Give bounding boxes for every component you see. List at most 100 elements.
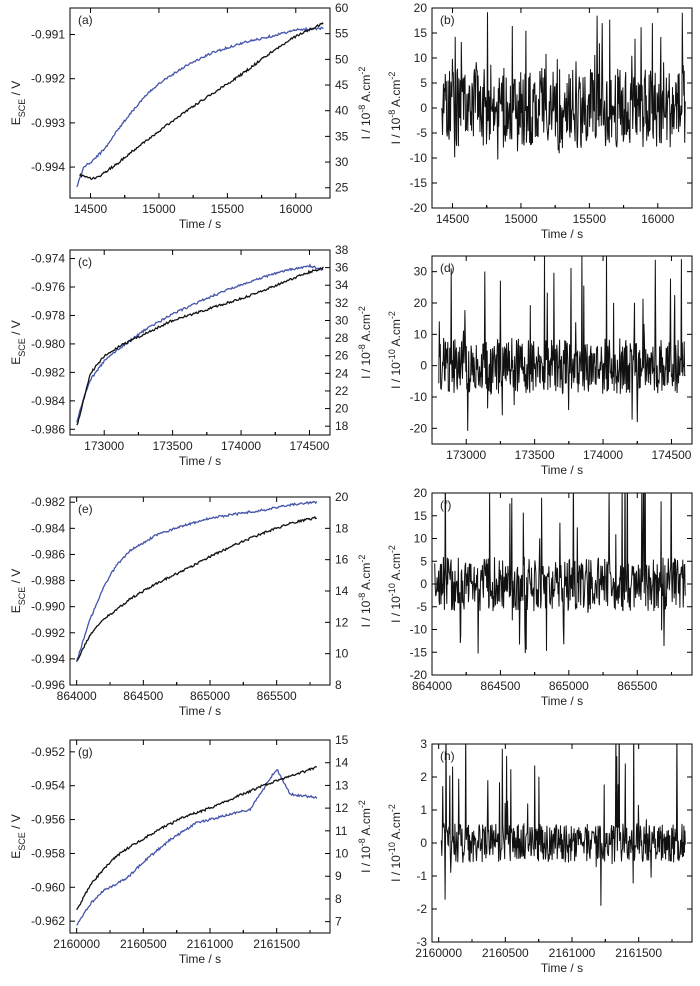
series-line-e-sce [76, 500, 318, 663]
y-tick-label-left: -0.993 [31, 116, 65, 130]
x-tick-label: 15500 [573, 212, 607, 226]
plot-frame [69, 739, 331, 934]
y-axis-title-right: I / 10-8 A.cm-2 [357, 306, 373, 379]
y-tick-label-right: 30 [335, 313, 349, 327]
panel-h: 2160000 2160500 2161000 2161500 -3 -2 -1 0 1 2 3 Ti… [387, 737, 693, 975]
x-tick-label: 2160500 [482, 946, 529, 960]
y-tick-label-left: 0 [420, 577, 427, 591]
y-tick-label-left: 1 [420, 803, 427, 817]
x-axis-title: Time / s [541, 463, 583, 477]
y-axis-title-left: I / 10-10 A.cm-2 [387, 311, 403, 389]
panel-label: (h) [440, 749, 455, 763]
y-tick-label-right: 12 [335, 615, 349, 629]
panel-e: 864000 864500 865000 865500 -0.996 -0.994 -0.9… [9, 490, 373, 718]
x-tick-label: 2161000 [549, 946, 596, 960]
y-tick-label-left: -0.992 [31, 72, 65, 86]
y-tick-label-right: 24 [335, 366, 349, 380]
x-tick-label: 864500 [480, 679, 520, 693]
panel-label: (d) [440, 261, 455, 275]
y-tick-label-right: 14 [335, 756, 349, 770]
y-tick-label-left: 0 [420, 359, 427, 373]
y-tick-label-left: -10 [410, 390, 428, 404]
y-tick-label-right: 25 [335, 181, 349, 195]
plot-area [76, 765, 318, 926]
y-tick-label-left: 0 [420, 101, 427, 115]
plot-area [438, 256, 686, 431]
y-tick-label-left: -5 [416, 126, 427, 140]
y-tick-label-left: -0.960 [31, 880, 65, 894]
y-tick-label-left: 10 [414, 51, 428, 65]
y-tick-label-left: -0.976 [31, 280, 65, 294]
x-tick-label: 865500 [617, 679, 657, 693]
x-axis-title: Time / s [179, 454, 221, 468]
y-tick-label-left: 5 [420, 76, 427, 90]
plot-area [76, 263, 324, 426]
x-axis-title: Time / s [541, 694, 583, 708]
x-tick-label: 2161000 [187, 937, 234, 951]
series-line-i [76, 765, 318, 911]
y-tick-label-left: -0.982 [31, 495, 65, 509]
panel-f: 864000 864500 865000 865500 -20 -15 -10 -5 0 5 10 1… [387, 486, 693, 708]
y-tick-label-left: -20 [410, 201, 428, 215]
plot-frame [69, 496, 331, 686]
y-axis-title-right: I / 10-8 A.cm-2 [357, 555, 373, 628]
y-tick-label-right: 20 [335, 490, 349, 504]
panel-b: 14500 15000 15500 16000 -20 -15 -10 -5 0 5 10 15 20 T… [387, 1, 693, 241]
x-tick-label: 173000 [84, 439, 124, 453]
y-tick-label-left: 30 [414, 265, 428, 279]
x-axis-title: Time / s [541, 227, 583, 241]
y-tick-label-left: -3 [416, 935, 427, 949]
plot-frame [69, 7, 331, 199]
series-line-e-sce [76, 26, 324, 188]
y-tick-label-right: 40 [335, 104, 349, 118]
x-tick-label: 2160500 [120, 937, 167, 951]
y-tick-label-left: -20 [410, 421, 428, 435]
x-tick-label: 174000 [583, 448, 623, 462]
x-axis-title: Time / s [179, 217, 221, 231]
x-tick-label: 2160000 [415, 946, 462, 960]
y-tick-label-left: 3 [420, 737, 427, 751]
y-tick-label-left: -0.986 [31, 422, 65, 436]
series-line-i-noise [434, 493, 686, 654]
y-tick-label-left: -0.992 [31, 626, 65, 640]
y-tick-label-right: 28 [335, 331, 349, 345]
series-line-e-sce [76, 263, 324, 423]
y-tick-label-right: 14 [335, 584, 349, 598]
y-tick-label-left: 5 [420, 554, 427, 568]
series-line-i-noise [441, 12, 686, 160]
y-tick-label-left: 2 [420, 770, 427, 784]
y-axis-title-left: ESCE / V [9, 81, 27, 126]
y-tick-label-right: 20 [335, 402, 349, 416]
y-tick-label-left: 0 [420, 836, 427, 850]
y-tick-label-left: 10 [414, 532, 428, 546]
y-tick-label-right: 10 [335, 847, 349, 861]
panel-label: (a) [78, 13, 93, 27]
y-tick-label-left: -0.994 [31, 652, 65, 666]
y-tick-label-left: 15 [414, 26, 428, 40]
y-tick-label-left: -20 [410, 668, 428, 682]
y-tick-label-right: 16 [335, 553, 349, 567]
y-tick-label-left: -0.984 [31, 521, 65, 535]
y-axis-title-right: I / 10-8 A.cm-2 [357, 800, 373, 873]
x-tick-label: 174000 [221, 439, 261, 453]
y-tick-label-left: -0.984 [31, 394, 65, 408]
x-tick-label: 864500 [123, 689, 163, 703]
panel-g: 2160000 2160500 2161000 2161500 -0.962 -0.960… [9, 733, 373, 966]
y-tick-label-right: 45 [335, 78, 349, 92]
panel-c: 173000 173500 174000 174500 -0.986 -0.984 -0.9… [9, 243, 373, 468]
y-tick-label-right: 12 [335, 801, 349, 815]
y-tick-label-right: 11 [335, 824, 348, 838]
y-tick-label-left: -0.958 [31, 846, 65, 860]
y-tick-label-left: -0.978 [31, 308, 65, 322]
x-tick-label: 16000 [279, 202, 313, 216]
plot-area [441, 12, 686, 160]
y-tick-label-left: 20 [414, 296, 428, 310]
x-tick-label: 173500 [515, 448, 555, 462]
x-tick-label: 174500 [289, 439, 329, 453]
y-tick-label-right: 8 [335, 892, 342, 906]
plot-frame [431, 255, 693, 445]
y-tick-label-left: -0.988 [31, 574, 65, 588]
y-tick-label-left: 20 [414, 1, 428, 15]
plot-area [440, 744, 686, 906]
